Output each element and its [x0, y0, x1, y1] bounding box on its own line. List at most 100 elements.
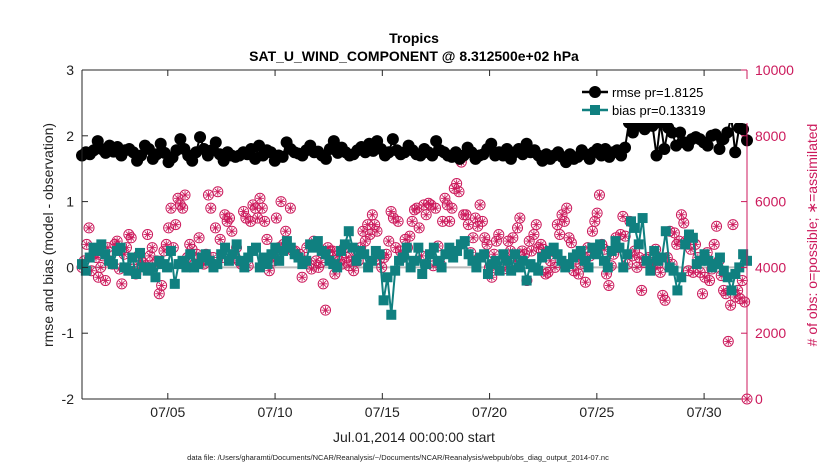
obs-assimilated-asterisk	[697, 269, 704, 276]
obs-assimilated-asterisk	[217, 236, 224, 243]
obs-count-marker	[153, 288, 165, 300]
y-axis-label-left: rmse and bias (model - observation)	[40, 123, 56, 347]
obs-assimilated-asterisk	[680, 219, 687, 227]
obs-possible-circle	[675, 209, 687, 221]
bias-point	[633, 239, 644, 250]
bias-point	[351, 255, 362, 266]
bias-point	[699, 249, 710, 260]
bias-point	[84, 252, 95, 263]
bias-point	[336, 245, 347, 256]
obs-count-marker	[209, 222, 221, 234]
obs-assimilated-asterisk	[425, 200, 432, 207]
obs-count-marker	[659, 294, 671, 306]
bias-point	[339, 239, 350, 250]
obs-assimilated-asterisk	[706, 277, 713, 284]
obs-count-marker	[366, 209, 378, 221]
obs-assimilated-asterisk	[167, 205, 175, 212]
obs-possible-circle	[526, 245, 538, 257]
obs-count-marker	[261, 233, 273, 245]
bias-point	[301, 255, 312, 266]
obs-assimilated-asterisk	[385, 237, 392, 245]
x-tick-label: 07/05	[150, 404, 185, 420]
obs-count-marker	[177, 202, 189, 214]
obs-count-marker	[593, 189, 605, 201]
bias-point	[510, 249, 521, 260]
obs-assimilated-asterisk	[371, 221, 378, 228]
obs-assimilated-asterisk	[605, 282, 612, 289]
obs-possible-circle	[259, 215, 271, 227]
obs-assimilated-asterisk	[711, 241, 718, 248]
bias-point	[235, 255, 246, 266]
obs-assimilated-asterisk	[205, 191, 212, 199]
obs-count-marker	[512, 222, 524, 234]
obs-possible-circle	[212, 186, 224, 198]
obs-possible-circle	[453, 186, 465, 198]
obs-possible-circle	[430, 202, 442, 214]
obs-assimilated-asterisk	[256, 195, 264, 202]
obs-count-marker	[523, 235, 535, 247]
obs-count-marker	[476, 215, 488, 227]
obs-assimilated-asterisk	[277, 198, 285, 205]
bias-point	[413, 242, 424, 253]
obs-possible-circle	[270, 212, 282, 224]
obs-assimilated-asterisk	[657, 269, 664, 276]
obs-count-marker	[280, 225, 292, 237]
obs-assimilated-asterisk	[146, 252, 154, 260]
bias-point	[181, 262, 192, 273]
obs-assimilated-asterisk	[701, 274, 708, 281]
rmse-point	[154, 137, 167, 150]
obs-assimilated-asterisk	[416, 224, 423, 232]
obs-count-marker	[317, 278, 329, 290]
bias-point	[281, 236, 292, 247]
obs-count-marker	[170, 219, 182, 231]
obs-assimilated-asterisk	[85, 224, 93, 232]
obs-assimilated-asterisk	[172, 221, 179, 228]
obs-assimilated-asterisk	[144, 231, 151, 238]
bias-point	[146, 262, 157, 273]
obs-possible-circle	[591, 207, 603, 219]
bias-point	[672, 285, 683, 296]
bias-point	[131, 268, 142, 279]
bias-point	[123, 265, 134, 276]
obs-assimilated-asterisk	[453, 180, 460, 187]
obs-assimilated-asterisk	[195, 234, 203, 241]
bias-point	[641, 255, 652, 266]
obs-count-marker	[99, 275, 111, 287]
bias-point	[185, 249, 196, 260]
obs-possible-circle	[411, 202, 423, 214]
obs-assimilated-asterisk	[472, 214, 479, 222]
obs-assimilated-asterisk	[589, 228, 596, 235]
bias-point	[223, 255, 234, 266]
obs-count-marker	[579, 276, 591, 288]
bias-point	[285, 242, 296, 253]
legend: rmse pr=1.8125 bias pr=0.13319	[578, 79, 748, 123]
obs-count-marker	[224, 212, 236, 224]
rmse-point	[319, 152, 332, 165]
x-tick-label: 07/15	[365, 404, 400, 420]
obs-assimilated-asterisk	[149, 244, 156, 251]
bias-point	[513, 262, 524, 273]
bias-point	[436, 262, 447, 273]
obs-possible-circle	[252, 212, 264, 224]
obs-count-marker	[617, 210, 629, 222]
bias-point	[386, 309, 397, 320]
obs-assimilated-asterisk	[530, 231, 538, 238]
obs-count-marker	[165, 202, 177, 214]
obs-assimilated-asterisk	[575, 270, 582, 278]
bias-point	[687, 232, 698, 243]
obs-assimilated-asterisk	[638, 287, 645, 294]
obs-possible-circle	[205, 202, 217, 214]
rmse-point	[674, 126, 687, 139]
x-tick-label: 07/20	[472, 404, 507, 420]
obs-possible-circle	[704, 275, 716, 287]
obs-possible-circle	[725, 299, 737, 311]
obs-assimilated-asterisk	[240, 208, 247, 215]
obs-assimilated-asterisk	[181, 191, 189, 199]
bias-point	[107, 259, 118, 270]
obs-possible-circle	[561, 202, 573, 214]
obs-possible-circle	[153, 288, 165, 300]
obs-possible-circle	[256, 202, 268, 214]
obs-assimilated-asterisk	[329, 247, 336, 255]
obs-count-marker	[704, 275, 716, 287]
obs-count-marker	[420, 209, 432, 221]
